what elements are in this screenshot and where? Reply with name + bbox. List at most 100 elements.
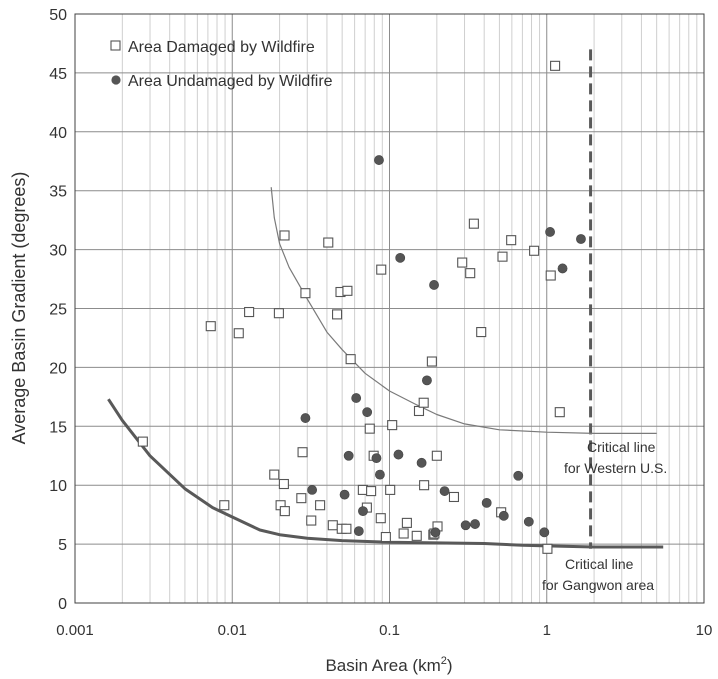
- undamaged-point: [300, 413, 311, 423]
- undamaged-point: [395, 252, 406, 263]
- damaged-point: [364, 423, 375, 434]
- damaged-point: [554, 407, 565, 418]
- x-tick-label: 0.1: [379, 622, 400, 639]
- western-us-critical-curve: [270, 187, 657, 434]
- undamaged-point: [513, 470, 524, 481]
- damaged-point: [380, 531, 391, 543]
- undamaged-point: [307, 485, 318, 495]
- damaged-point: [205, 321, 216, 332]
- damaged-point: [300, 288, 311, 299]
- damaged-point: [401, 517, 412, 528]
- x-axis-title-close: ): [447, 656, 453, 675]
- undamaged-point: [371, 453, 382, 464]
- damaged-point: [269, 469, 280, 480]
- damaged-point: [233, 328, 244, 339]
- x-tick-label: 0.01: [218, 622, 247, 639]
- damaged-point: [413, 405, 425, 417]
- damaged-point: [244, 306, 255, 318]
- gangwon-curve-label: for Gangwon area: [542, 577, 654, 593]
- damaged-point: [448, 491, 460, 503]
- damaged-point: [345, 354, 356, 365]
- undamaged-point: [351, 393, 362, 403]
- damaged-point: [468, 218, 479, 229]
- undamaged-point: [416, 457, 427, 468]
- damaged-point: [411, 530, 422, 541]
- damaged-point: [278, 478, 289, 490]
- y-tick-label: 40: [49, 125, 67, 142]
- critical-curves: [107, 187, 664, 549]
- undamaged-point: [576, 234, 586, 244]
- damaged-point: [497, 251, 508, 262]
- curve-labels: Critical line for Western U.S. Critical li…: [542, 439, 667, 593]
- undamaged-point: [470, 519, 480, 529]
- damaged-point: [426, 356, 437, 367]
- legend-damaged-marker: [110, 40, 121, 51]
- y-tick-label: 15: [49, 419, 67, 436]
- damaged-point: [323, 237, 334, 248]
- undamaged-point: [439, 486, 450, 496]
- legend-label: Area Undamaged by Wildfire: [128, 73, 333, 90]
- damaged-point: [219, 500, 230, 511]
- y-tick-label: 25: [49, 302, 67, 319]
- x-tick-label: 1: [543, 622, 551, 639]
- damaged-point: [273, 308, 284, 319]
- y-tick-label: 5: [58, 537, 67, 554]
- plot-frame: [74, 13, 705, 604]
- x-axis-title-main: Basin Area (km: [325, 656, 440, 675]
- undamaged-point: [430, 527, 441, 538]
- undamaged-point: [481, 497, 492, 508]
- y-tick-label: 10: [49, 478, 67, 495]
- damaged-point: [465, 268, 476, 279]
- western-us-curve-label: Critical line: [587, 439, 656, 455]
- damaged-point: [296, 493, 307, 504]
- undamaged-point: [523, 516, 534, 527]
- damaged-point: [529, 245, 540, 256]
- damaged-point: [341, 523, 352, 534]
- x-axis-title: Basin Area (km2): [325, 655, 452, 675]
- damaged-point: [376, 264, 387, 275]
- gangwon-critical-curve: [107, 398, 664, 549]
- damaged-point: [431, 450, 442, 461]
- undamaged-point: [353, 526, 364, 537]
- damaged-point: [306, 515, 317, 526]
- y-tick-label: 35: [49, 184, 67, 201]
- undamaged-point: [343, 450, 354, 461]
- gangwon-curve-label: Critical line: [565, 556, 634, 572]
- tick-labels: 0.001 0.01 0.1 1 10 0 5 10 15 20 25 30 35 40 45 50: [49, 7, 712, 639]
- x-axis-title-superscript: 2: [441, 655, 447, 667]
- undamaged-point: [539, 527, 550, 538]
- damaged-point: [387, 420, 398, 431]
- damaged-point: [342, 285, 353, 296]
- x-tick-label: 10: [696, 622, 713, 639]
- damaged-point: [297, 447, 308, 458]
- undamaged-point: [374, 155, 384, 165]
- legend-undamaged-marker: [111, 75, 121, 85]
- damaged-point: [550, 60, 561, 71]
- legend: Area Damaged by Wildfire Area Undamaged b…: [110, 39, 333, 90]
- y-tick-label: 0: [58, 596, 67, 613]
- grid: [75, 14, 704, 603]
- damaged-point: [366, 486, 377, 497]
- damaged-point: [418, 397, 429, 408]
- y-axis-title: Average Basin Gradient (degrees): [9, 172, 29, 445]
- damaged-point: [398, 528, 409, 539]
- undamaged-point: [460, 520, 471, 531]
- undamaged-point: [422, 375, 432, 386]
- damaged-point: [385, 484, 396, 495]
- y-tick-label: 45: [49, 66, 67, 83]
- damaged-point: [457, 257, 468, 268]
- y-tick-label: 20: [49, 360, 67, 377]
- undamaged-point: [339, 489, 350, 500]
- damaged-point: [137, 436, 148, 447]
- western-us-curve-label: for Western U.S.: [564, 460, 667, 476]
- undamaged-point: [545, 227, 555, 237]
- damaged-point: [327, 520, 338, 531]
- damaged-point: [279, 230, 290, 241]
- damaged-point: [375, 513, 386, 524]
- undamaged-point: [498, 510, 509, 521]
- damaged-point: [357, 484, 368, 495]
- damaged-point: [279, 506, 290, 517]
- y-tick-label: 50: [49, 7, 67, 24]
- damaged-point: [542, 543, 553, 554]
